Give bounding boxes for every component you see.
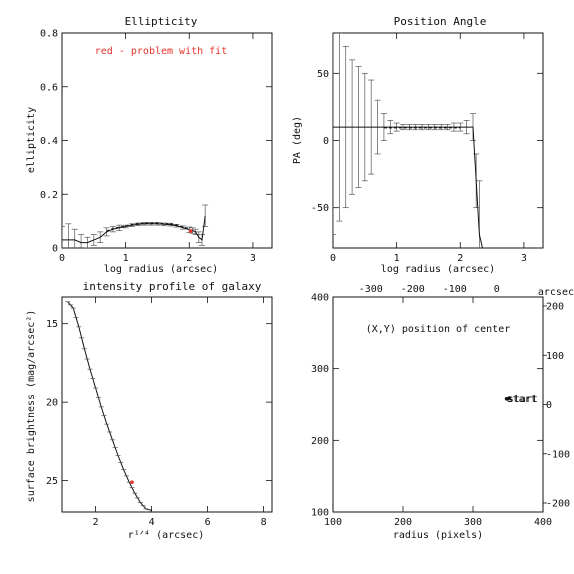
intensity-xtick-label: 4 xyxy=(149,517,155,528)
center-top-tick-label: -200 xyxy=(401,284,425,295)
intensity-ytick-label: 15 xyxy=(46,319,58,330)
center-right-tick-label: 100 xyxy=(546,351,564,362)
ellipticity-fit-dashed-line xyxy=(106,222,190,232)
intensity-profile-panel: intensity profile of galaxy 2 4 6 8 15 20 25 r… xyxy=(26,280,273,541)
center-position-xlabel: radius (pixels) xyxy=(393,530,483,541)
ellipticity-ytick-label: 0.4 xyxy=(40,136,58,147)
start-label: start xyxy=(507,394,537,405)
ellipticity-xtick-label: 0 xyxy=(59,253,65,264)
center-top-tick-label: -300 xyxy=(359,284,383,295)
ellipticity-ytick-label: 0 xyxy=(52,244,58,255)
ellipticity-title: Ellipticity xyxy=(125,15,198,28)
position-angle-ytick-label: -50 xyxy=(311,203,329,214)
center-position-panel: (X,Y) position of center 100 200 300 400 100… xyxy=(311,284,574,541)
ellipticity-ylabel: ellipticity xyxy=(26,107,37,173)
intensity-ytick-label: 25 xyxy=(46,476,58,487)
intensity-xtick-label: 8 xyxy=(261,517,267,528)
center-xtick-label: 400 xyxy=(534,517,552,528)
ellipticity-ytick-label: 0.2 xyxy=(40,190,58,201)
position-angle-line xyxy=(333,126,486,248)
position-angle-ytick-label: 0 xyxy=(323,136,329,147)
center-right-tick-label: 0 xyxy=(546,400,552,411)
position-angle-title: Position Angle xyxy=(394,15,487,28)
center-ytick-label: 200 xyxy=(311,436,329,447)
position-angle-xtick-label: 1 xyxy=(394,253,400,264)
intensity-profile-ylabel: surface brightness (mag/arcsec²) xyxy=(26,310,37,503)
top-axis-label: arcsec xyxy=(538,287,574,298)
position-angle-panel: Position Angle 0 1 2 3 -50 0 50 log radius (ar… xyxy=(292,15,544,275)
position-angle-ytick-label: 50 xyxy=(317,69,329,80)
center-xtick-label: 200 xyxy=(394,517,412,528)
center-xtick-label: 100 xyxy=(324,517,342,528)
intensity-xtick-label: 6 xyxy=(205,517,211,528)
center-position-note: (X,Y) position of center xyxy=(366,324,511,335)
intensity-ytick-label: 20 xyxy=(46,398,58,409)
ellipticity-panel: Ellipticity red - problem with fit 0 1 2 3 0… xyxy=(26,15,273,275)
start-label-overlap: start xyxy=(508,394,538,405)
position-angle-xtick-label: 0 xyxy=(330,253,336,264)
center-right-tick-label: 200 xyxy=(546,302,564,313)
problem-fit-point xyxy=(188,229,193,233)
intensity-profile-line xyxy=(67,301,152,511)
ellipticity-xlabel: log radius (arcsec) xyxy=(104,264,218,275)
problem-fit-note: red - problem with fit xyxy=(95,46,227,57)
center-top-tick-label: 0 xyxy=(494,284,500,295)
ellipticity-frame xyxy=(61,32,273,249)
center-xtick-label: 300 xyxy=(464,517,482,528)
problem-fit-point xyxy=(130,480,134,484)
center-right-tick-label: -100 xyxy=(546,449,570,460)
center-ytick-label: 100 xyxy=(311,508,329,519)
intensity-profile-title: intensity profile of galaxy xyxy=(83,280,262,293)
center-top-tick-label: -100 xyxy=(443,284,467,295)
ellipticity-xtick-label: 1 xyxy=(123,253,129,264)
ellipticity-xtick-label: 3 xyxy=(250,253,256,264)
center-ytick-label: 300 xyxy=(311,364,329,375)
center-right-tick-label: -200 xyxy=(546,499,570,510)
position-angle-ylabel: PA (deg) xyxy=(292,116,303,164)
intensity-profile-xlabel: r¹ᐟ⁴ (arcsec) xyxy=(128,530,204,541)
position-angle-xtick-label: 3 xyxy=(521,253,527,264)
center-ytick-label: 400 xyxy=(311,293,329,304)
ellipticity-xtick-label: 2 xyxy=(186,253,192,264)
ellipticity-ytick-label: 0.6 xyxy=(40,82,58,93)
ellipticity-ytick-label: 0.8 xyxy=(40,29,58,40)
center-point xyxy=(507,396,512,400)
intensity-xtick-label: 2 xyxy=(93,517,99,528)
position-angle-xlabel: log radius (arcsec) xyxy=(381,264,495,275)
intensity-profile-frame xyxy=(61,296,273,513)
position-angle-xtick-label: 2 xyxy=(457,253,463,264)
